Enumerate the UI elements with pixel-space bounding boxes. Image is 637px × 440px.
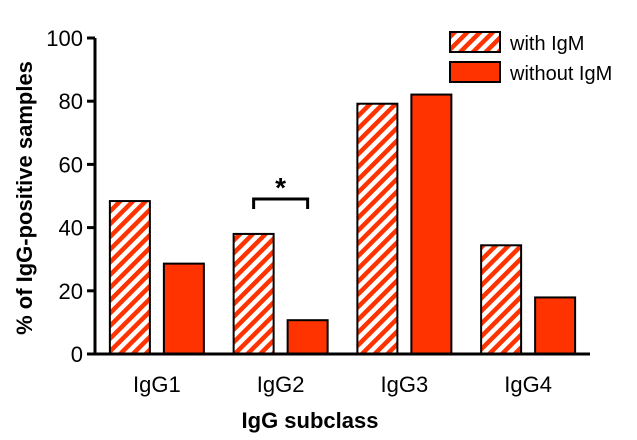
significance-bracket: [252, 197, 310, 209]
bar-without-igm-igg2: [286, 319, 329, 355]
y-tick-label-60: 60: [59, 152, 83, 177]
x-tick-label-igg3: IgG3: [381, 372, 429, 397]
bar-without-igm-igg4: [534, 296, 577, 356]
bar-with-igm-igg2: [232, 232, 275, 355]
y-tick-label-80: 80: [59, 89, 83, 114]
x-tick-label-igg1: IgG1: [133, 372, 181, 397]
bar-with-igm-igg4: [480, 244, 523, 356]
significance-annotation: *: [252, 172, 310, 209]
significance-star: *: [275, 172, 286, 203]
bar-with-igm-igg1: [108, 200, 151, 355]
y-axis-title: % of IgG-positive samples: [12, 61, 37, 335]
y-tick-label-100: 100: [46, 26, 83, 51]
legend: with IgM without IgM: [449, 31, 612, 85]
x-tick-label-igg4: IgG4: [504, 372, 552, 397]
y-tick-label-0: 0: [71, 342, 83, 367]
bar-without-igm-igg1: [162, 262, 205, 355]
x-axis-title: IgG subclass: [242, 408, 379, 433]
legend-swatch-without-igm: [449, 61, 501, 83]
x-tick-label-igg2: IgG2: [257, 372, 305, 397]
legend-swatch-with-igm: [449, 31, 501, 53]
legend-label-with-igm: with IgM: [509, 33, 584, 55]
bar-without-igm-igg3: [410, 93, 453, 356]
y-tick-label-40: 40: [59, 216, 83, 241]
y-tick-label-20: 20: [59, 279, 83, 304]
bar-with-igm-igg3: [356, 102, 399, 355]
bars-layer: [108, 93, 577, 356]
legend-label-without-igm: without IgM: [509, 63, 612, 85]
axes-layer: IgG1 IgG2 IgG3 IgG4 0 20 40 60 80 100: [46, 26, 590, 397]
